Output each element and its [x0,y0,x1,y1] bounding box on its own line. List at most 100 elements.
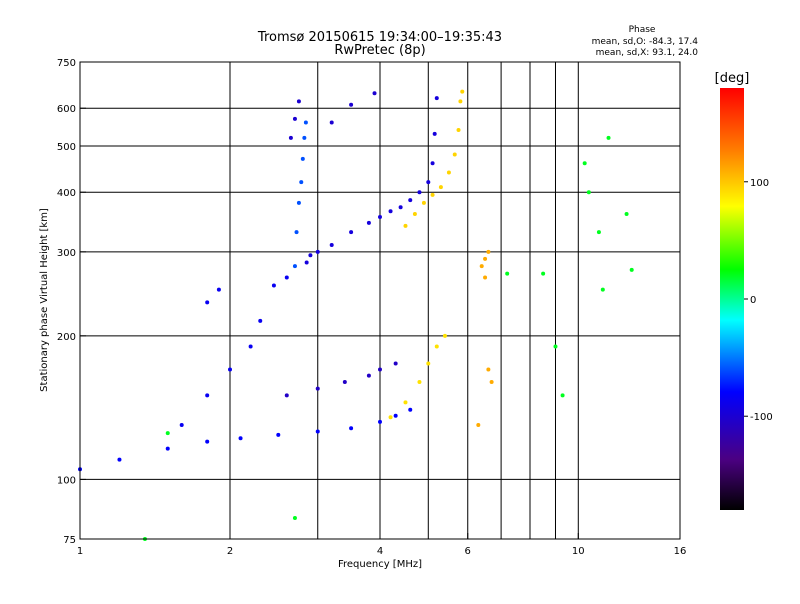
colorbar-tick-label: -100 [750,412,773,423]
scatter-point [271,283,276,288]
scatter-point [446,170,451,175]
scatter-point [438,185,443,190]
scatter-point [117,457,122,462]
x-axis-label: Frequency [MHz] [338,559,422,570]
chart-title: Tromsø 20150615 19:34:00–19:35:43 [257,30,502,45]
scatter-point [205,439,210,444]
scatter-point [560,393,565,398]
scatter-point [629,267,634,272]
x-tick-label: 10 [572,546,585,557]
scatter-point [541,271,546,276]
scatter-point [408,407,413,412]
scatter-point [299,180,304,185]
scatter-point [284,275,289,280]
scatter-point [430,161,435,166]
scatter-point [456,128,461,133]
scatter-point [238,436,243,441]
scatter-point [452,152,457,157]
x-tick-label: 6 [465,546,471,557]
scatter-point [315,249,320,254]
y-tick-label: 600 [57,104,76,115]
scatter-point [179,423,184,428]
x-tick-label: 1 [77,546,83,557]
scatter-point [165,446,170,451]
scatter-point [403,400,408,405]
scatter-point [284,393,289,398]
scatter-point [292,516,297,521]
scatter-point [388,415,393,420]
scatter-point [349,426,354,431]
scatter-point [412,212,417,217]
scatter-point [258,318,263,323]
scatter-point [300,156,305,161]
scatter-point [378,367,382,372]
scatter-point [624,212,629,217]
scatter-point [403,223,408,228]
stats-heading: Phase [629,25,656,35]
scatter-point [366,220,371,225]
y-tick-label: 200 [57,332,76,343]
scatter-point [388,209,393,214]
colorbar-tick-label: 0 [750,295,756,306]
scatter-point [476,423,481,428]
scatter-point [248,344,253,349]
scatter-point [292,116,297,121]
scatter-point [296,99,301,104]
x-tick-label: 4 [377,546,383,557]
scatter-point [393,413,398,418]
scatter-point [205,300,210,305]
scatter-point [315,429,320,434]
stats-line-o: mean, sd,O: -84.3, 17.4 [592,37,699,47]
scatter-point [228,367,232,372]
scatter-point [393,361,398,366]
scatter-point [505,271,510,276]
scatter-point [304,260,309,265]
scatter-point [486,367,491,372]
scatter-point [349,230,354,235]
scatter-point [442,333,447,338]
scatter-point [586,190,591,195]
scatter-point [582,161,587,166]
scatter-point [302,135,307,140]
scatter-point [421,200,426,205]
scatter-point [372,91,377,96]
scatter-point [216,287,221,292]
scatter-point [483,275,488,280]
scatter-point [483,256,488,261]
scatter-point [553,344,558,349]
scatter-point [378,419,382,424]
scatter-point [296,200,301,205]
scatter-point [378,214,382,219]
scatter-point [329,243,334,248]
scatter-point [315,386,320,391]
scatter-point [430,192,435,197]
scatter-point [349,102,354,107]
scatter-point [398,205,403,210]
scatter-point [329,120,334,125]
scatter-point [276,432,281,437]
scatter-point [460,89,465,94]
scatter-point [479,264,484,269]
y-tick-label: 75 [63,535,76,546]
scatter-point [342,380,347,385]
y-tick-label: 300 [57,248,76,259]
y-axis-ticks: 75 100 200 300 400 500 600 750 [57,58,86,546]
scatter-point [486,249,491,254]
grid-lines [80,62,680,539]
x-tick-label: 2 [227,546,233,557]
scatter-point [308,253,313,258]
scatter-point [366,373,371,378]
scatter-point [434,344,439,349]
y-tick-label: 100 [57,475,76,486]
scatter-point [426,180,431,185]
scatter-point [600,287,605,292]
x-tick-label: 16 [674,546,687,557]
chart-subtitle: RwPretec (8p) [334,43,425,58]
stats-line-x: mean, sd,X: 93.1, 24.0 [596,48,699,58]
scatter-point [417,190,422,195]
x-axis-ticks: 1 2 4 6 10 16 [77,533,687,557]
scatter-point [458,99,463,104]
scatter-point [489,380,494,385]
